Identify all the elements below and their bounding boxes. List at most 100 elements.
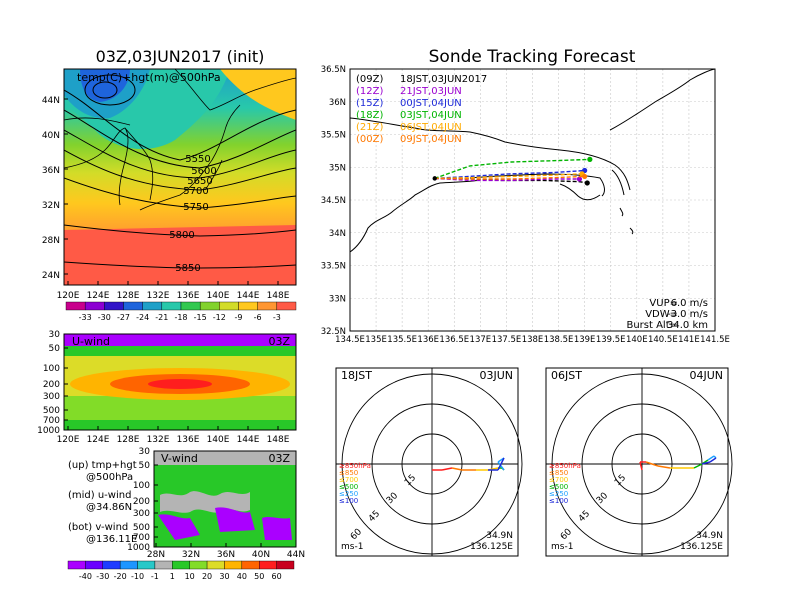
temp-color-swatch [161, 301, 182, 311]
temp-scale-label: -3 [273, 313, 281, 322]
wind-color-swatch [154, 560, 173, 570]
lat-tick-label: 34N [329, 229, 346, 239]
pressure-tick-label: 200 [43, 380, 60, 390]
wind-scale-label: -10 [131, 572, 144, 581]
forecast-lat-ticks: 36.5N 36N 35.5N 35N 34.5N 34N 33.5N 33N 32.5N [321, 65, 346, 337]
temperature-map [64, 69, 296, 285]
lon-tick-label: 120E [57, 291, 80, 301]
wind-color-swatch [259, 560, 277, 570]
wind-colorbar: -40 -30 -20 -10 -1 1 10 20 30 40 50 60 [67, 560, 295, 581]
wind-scale-label: 1 [170, 572, 175, 581]
lat-tick-label: 36N [329, 98, 346, 108]
hodograph-segment [645, 461, 659, 467]
vwind-lat-ticks: 28N 32N 36N 40N 44N [147, 543, 305, 560]
level-legend: ≤700 [339, 476, 358, 484]
wind-color-swatch [276, 560, 295, 570]
hodograph-segment [709, 457, 717, 463]
lon-tick-label: 136E [417, 335, 439, 345]
lon-tick-label: 148E [267, 291, 290, 301]
level-legend: ≤850 [549, 469, 568, 477]
wind-color-swatch [85, 560, 103, 570]
level-legend: ≤700 [549, 476, 568, 484]
param-key: VUP= [649, 298, 678, 309]
wind-color-swatch [67, 560, 86, 570]
forecast-tracks [432, 156, 593, 186]
level-legend: ≤100 [549, 497, 568, 505]
lon-tick-label: 120E [57, 435, 80, 445]
hodograph-lat: 34.9N [696, 531, 723, 541]
pressure-tick-label: 300 [43, 392, 60, 402]
map-lat-ticks: 44N 40N 36N 32N 28N 24N [42, 96, 68, 281]
temp-color-swatch [276, 301, 297, 311]
legend-sub: @136.11E [86, 534, 137, 545]
wind-color-swatch [172, 560, 190, 570]
track-end-marker [576, 176, 583, 182]
contour-label: 5650 [187, 176, 212, 187]
track-end-marker [587, 156, 593, 162]
forecast-title: Sonde Tracking Forecast [429, 47, 636, 67]
launch-init: (21Z) [356, 122, 383, 133]
pressure-tick-label: 700 [43, 416, 60, 426]
lat-tick-label: 36N [217, 550, 235, 560]
level-legend: ≥850hPa [549, 462, 581, 470]
pressure-tick-label: 100 [133, 481, 150, 491]
legend-sub: @34.86N [86, 502, 132, 513]
contour-label: 5750 [183, 202, 208, 213]
wind-scale-label: 60 [272, 572, 282, 581]
wind-color-swatch [241, 560, 260, 570]
pressure-tick-label: 500 [133, 523, 150, 533]
lat-tick-label: 35N [329, 163, 346, 173]
temp-scale-label: -15 [194, 313, 207, 322]
lon-tick-label: 138.5E [544, 335, 574, 345]
param-key: VDW= [645, 309, 678, 320]
lon-tick-label: 135.5E [387, 335, 417, 345]
track-end-marker [582, 173, 588, 180]
temp-scale-label: -12 [213, 313, 226, 322]
level-legend: ≤850 [339, 469, 358, 477]
wind-scale-label: -1 [151, 572, 159, 581]
launch-time: 06JST,04JUN [400, 122, 462, 133]
launch-time: 00JST,04JUN [400, 98, 462, 109]
pressure-tick-label: 100 [43, 364, 60, 374]
lon-tick-label: 128E [117, 435, 140, 445]
lon-tick-label: 141E [678, 335, 700, 345]
lon-tick-label: 132E [147, 435, 170, 445]
lon-tick-label: 137.5E [492, 335, 522, 345]
wind-scale-label: -30 [96, 572, 109, 581]
hodograph-unit: ms-1 [551, 542, 573, 552]
launch-init: (12Z) [356, 86, 383, 97]
lat-tick-label: 40N [42, 131, 60, 141]
lon-tick-label: 139E [574, 335, 596, 345]
forecast-lon-ticks: 134.5E 135E 135.5E 136E 136.5E 137E 137.5E 138E… [335, 335, 730, 345]
temp-scale-label: -21 [155, 313, 168, 322]
lon-tick-label: 136E [177, 291, 200, 301]
lat-tick-label: 44N [42, 96, 60, 106]
launch-time: 18JST,03JUN2017 [400, 74, 487, 85]
lat-tick-label: 28N [147, 550, 165, 560]
temp-color-swatch [104, 301, 124, 311]
wind-scale-label: -40 [79, 572, 92, 581]
hodograph-lon: 136.125E [470, 542, 513, 552]
lon-tick-label: 137E [470, 335, 492, 345]
track-line [434, 158, 590, 180]
temp-color-swatch [238, 301, 258, 311]
map-label: temp(C)+hgt(m)@500hPa [77, 71, 221, 84]
wind-color-swatch [224, 560, 243, 570]
track-line [434, 173, 583, 180]
hodograph-segment [707, 455, 715, 461]
wind-color-swatch [137, 560, 156, 570]
temp-color-swatch [65, 301, 86, 311]
track-end-marker [584, 180, 590, 186]
temp-color-swatch [142, 301, 163, 311]
contour-label: 5600 [191, 166, 216, 177]
temp-scale-label: -18 [174, 313, 187, 322]
uwind-lon-ticks: 120E 124E 128E 132E 136E 140E 144E 148E [57, 426, 290, 445]
temp-color-swatch [199, 301, 220, 311]
forecast-frame [349, 68, 716, 332]
uwind-field [64, 334, 296, 430]
lon-tick-label: 136E [177, 435, 200, 445]
lon-tick-label: 144E [237, 291, 260, 301]
lon-tick-label: 134.5E [335, 335, 365, 345]
lon-tick-label: 139.5E [596, 335, 626, 345]
lat-tick-label: 33.5N [321, 262, 346, 272]
